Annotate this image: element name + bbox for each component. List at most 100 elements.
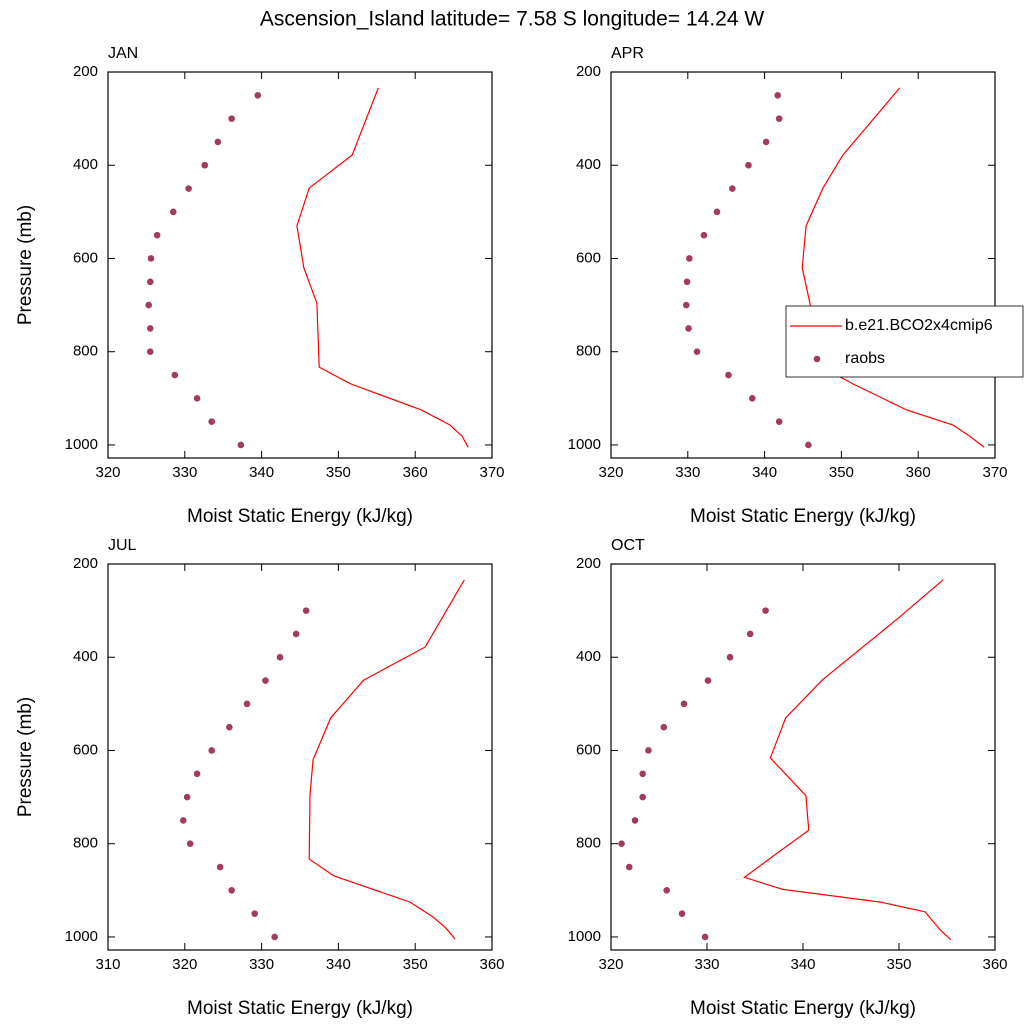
x-tick-label: 320 [172,956,197,973]
y-tick-label: 800 [576,835,601,852]
y-tick-label: 1000 [65,928,98,945]
x-tick-label: 350 [829,464,854,481]
panel: 320 330 340 350 360 370 200 400 600 800 1000 JAN Moi… [15,45,505,527]
y-tick-label: 200 [576,63,601,80]
obs-point [749,395,756,402]
x-axis-label: Moist Static Energy (kJ/kg) [690,998,916,1019]
x-tick-label: 320 [598,464,623,481]
y-tick-label: 800 [73,343,98,360]
obs-point [185,185,192,192]
x-tick-label: 330 [694,956,719,973]
y-tick-label: 600 [73,741,98,758]
obs-point [713,208,721,216]
plot-frame [107,71,493,459]
x-tick-label: 330 [675,464,700,481]
x-tick-label: 330 [249,956,274,973]
obs-point [660,723,668,731]
x-tick-label: 350 [326,464,351,481]
obs-point [762,138,770,146]
x-tick-label: 360 [403,464,428,481]
obs-point [292,630,300,638]
obs-point [729,185,736,192]
y-tick-label: 800 [73,835,98,852]
obs-point [193,770,201,778]
y-tick-label: 200 [73,555,98,572]
obs-point [746,630,754,638]
figure-title: Ascension_Island latitude= 7.58 S longit… [260,8,765,31]
obs-point [146,278,154,286]
obs-point [639,793,646,801]
x-tick-label: 310 [95,956,120,973]
panel-title: OCT [611,537,645,554]
legend: b.e21.BCO2x4cmip6 raobs [785,305,1024,378]
obs-point [775,418,783,425]
x-tick-label: 370 [982,464,1007,481]
obs-point [775,115,783,122]
obs-point [663,887,670,894]
x-tick-label: 360 [982,956,1007,973]
plot-frame [107,563,493,951]
obs-point [193,395,201,402]
obs-point [208,747,215,754]
obs-point [685,325,692,332]
obs-point [208,418,215,425]
y-tick-label: 1000 [568,436,601,453]
obs-point [254,92,262,99]
obs-point [183,793,191,801]
obs-point [243,700,251,708]
obs-point [146,325,154,332]
obs-point [726,653,734,661]
y-tick-label: 600 [576,741,601,758]
panel-title: JAN [108,45,138,62]
x-axis-label: Moist Static Energy (kJ/kg) [690,506,916,527]
panel-title: JUL [108,537,137,554]
obs-point [631,817,639,824]
x-tick-label: 340 [326,956,351,973]
y-tick-label: 1000 [65,436,98,453]
model-line [296,87,469,448]
y-tick-label: 1000 [568,928,601,945]
x-tick-label: 330 [172,464,197,481]
obs-point [639,770,646,778]
obs-point [228,887,235,894]
obs-point [701,933,709,941]
obs-point [171,371,179,379]
obs-point [153,231,161,239]
obs-point [262,677,269,684]
y-tick-label: 600 [73,249,98,266]
panel: 320 330 340 350 360 200 400 600 800 1000 OCT Moist … [568,537,1008,1019]
panel: 320 330 340 350 360 370 200 400 600 800 1000 APR Moi… [568,45,1024,527]
x-tick-label: 360 [906,464,931,481]
legend-label: raobs [845,350,885,367]
plot-frame [610,71,996,459]
x-tick-label: 350 [886,956,911,973]
obs-point [704,677,712,684]
obs-point [725,371,732,379]
obs-point [682,301,690,309]
obs-point [186,840,194,848]
obs-point [302,607,310,614]
x-axis-label: Moist Static Energy (kJ/kg) [187,998,413,1019]
legend-marker [813,355,821,363]
y-tick-label: 200 [73,63,98,80]
obs-point [680,700,688,708]
model-line [743,579,952,941]
obs-point [145,301,153,309]
obs-point [700,231,708,239]
obs-point [216,863,224,871]
obs-point [251,910,258,917]
y-axis-label: Pressure (mb) [15,205,36,325]
obs-point [683,278,691,286]
model-line [801,87,985,448]
obs-point [745,161,752,169]
obs-point [618,840,625,848]
obs-point [693,348,701,356]
x-tick-label: 320 [95,464,120,481]
panel-title: APR [611,45,644,62]
x-tick-label: 340 [790,956,815,973]
y-tick-label: 400 [73,648,98,665]
obs-point [228,115,235,122]
legend-box [785,305,1024,378]
